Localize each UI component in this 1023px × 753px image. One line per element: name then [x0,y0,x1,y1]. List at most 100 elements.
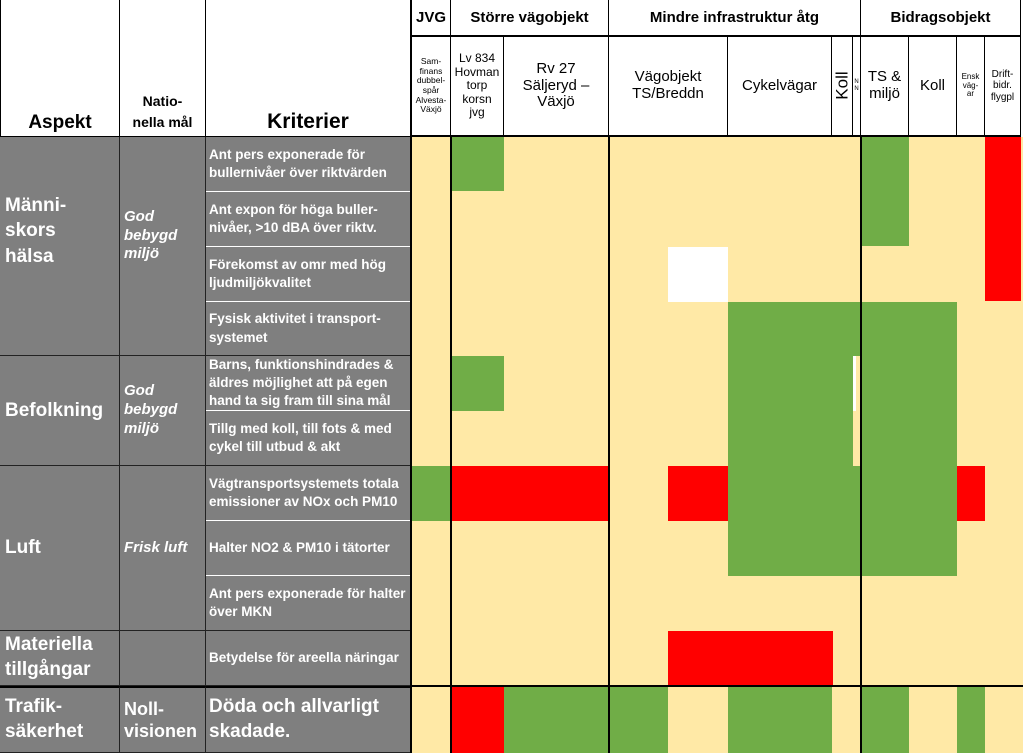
aspect-manniskors-halsa-label: Männi- skors hälsa [5,194,67,267]
header-kriterier: Kriterier [206,0,411,137]
cell-gap-white-small [853,356,856,411]
aspect-befolkning: Befolkning [0,356,120,466]
cell-lv834-buller [451,137,504,191]
kriterium-ljudmiljo-label: Förekomst av omr med hög ljudmiljökvalit… [209,256,387,290]
col-rv27-label: Rv 27 Säljeryd – Växjö [522,59,590,111]
col-ensk-label: Ensk väg- ar [961,71,980,99]
aspect-trafiksakerhet-label: Trafik- säkerhet [5,696,84,742]
header-nationella-mal: Natio- nella mål [120,0,206,137]
cell-storre-emissioner [451,466,609,521]
cell-vagobjekt-ljudmiljo [668,247,728,302]
mal-frisk-luft-label: Frisk luft [124,538,188,556]
group-storre-label: Större vägobjekt [470,9,589,26]
col-ts-miljo: TS & miljö [861,37,909,137]
col-ts-miljo-label: TS & miljö [867,68,902,102]
col-samfinans-label: Sam- finans dubbel- spår Alvesta- Växjö [415,56,447,115]
separator-after-storre [608,137,610,753]
mal-god-bebygd-2-label: God bebygd miljö [124,382,178,437]
cell-trafik-rv27 [504,686,609,753]
aspect-materiella: Materiella tillgångar [0,631,120,686]
aspect-manniskors-halsa: Männi- skors hälsa [0,137,120,356]
mal-god-bebygd-1: God bebygd miljö [120,137,206,356]
kriterium-emissioner: Vägtransportsystemets totala emissioner … [206,466,411,521]
kriterium-mkn: Ant pers exponerade för halter över MKN [206,576,411,631]
cell-samfinans-emissioner [411,466,451,521]
header-aspekt-label: Aspekt [28,112,92,133]
kriterium-fysisk-aktivitet: Fysisk aktivitet i transport-systemet [206,302,411,356]
kriterium-doda-skadade-label: Döda och allvarligt skadade. [209,696,379,742]
kriterium-mkn-label: Ant pers exponerade för halter över MKN [209,585,406,619]
group-storre-vagobjekt: Större vägobjekt [451,0,609,37]
kriterium-buller-label: Ant pers exponerade för bullernivåer öve… [209,146,387,180]
group-bidragsobjekt: Bidragsobjekt [861,0,1021,37]
col-koll-label: Koll [919,76,945,94]
separator-left-grid [410,137,412,753]
kriterium-fysisk-aktivitet-label: Fysisk aktivitet i transport-systemet [209,311,381,345]
col-koll-rotated-label: Koll [832,71,852,101]
kriterium-tillganglighet-label: Tillg med koll, till fots & med cykel ti… [209,420,392,454]
header-aspekt: Aspekt [0,0,120,137]
cell-ts-buller [861,137,909,246]
cell-drift-buller [985,137,1021,301]
cell-ensk-emissioner [957,466,985,521]
col-koll: Koll [909,37,957,137]
group-mindre-infrastruktur: Mindre infrastruktur åtg [609,0,861,37]
col-n: N N [853,37,861,137]
kriterium-hoga-buller-label: Ant expon för höga buller-nivåer, >10 dB… [209,201,378,235]
col-lv834-label: Lv 834 Hovman torp korsn jvg [454,51,500,120]
cell-trafik-ts [861,686,909,753]
kriterium-areella-naringar-label: Betydelse för areella näringar [209,649,399,665]
col-cykelvagar-label: Cykelvägar [741,76,818,94]
col-koll-rotated: Koll [832,37,853,137]
cell-trafik-ensk [957,686,985,753]
aspect-luft-label: Luft [5,537,41,559]
kriterium-doda-skadade: Döda och allvarligt skadade. [206,686,411,753]
cell-trafik-cykel [728,686,832,753]
col-n-label: N N [854,79,859,92]
aspect-luft: Luft [0,466,120,631]
mal-god-bebygd-2: God bebygd miljö [120,356,206,466]
group-bidrag-label: Bidragsobjekt [890,9,991,26]
col-samfinans: Sam- finans dubbel- spår Alvesta- Växjö [411,37,451,137]
aspect-trafiksakerhet: Trafik- säkerhet [0,686,120,753]
cell-trafik-vagobjekt [609,686,668,753]
kriterium-hoga-buller: Ant expon för höga buller-nivåer, >10 dB… [206,192,411,247]
col-cykelvagar: Cykelvägar [728,37,832,137]
group-jvg: JVG [411,0,451,37]
mal-materiella-empty [120,631,206,686]
cell-gap-koll-row5 [853,356,861,466]
cell-vagobjekt-emissioner [668,466,728,521]
kriterium-areella-naringar: Betydelse för areella näringar [206,631,411,686]
col-vagobjekt-label: Vägobjekt TS/Breddn [632,68,704,102]
separator-trafiksakerhet [411,685,1023,687]
col-lv834: Lv 834 Hovman torp korsn jvg [451,37,504,137]
aspect-befolkning-label: Befolkning [5,399,104,421]
kriterium-emissioner-label: Vägtransportsystemets totala emissioner … [209,475,399,509]
col-vagobjekt: Vägobjekt TS/Breddn [609,37,728,137]
group-jvg-label: JVG [415,9,446,26]
kriterium-halter-tatorter-label: Halter NO2 & PM10 i tätorter [209,539,390,555]
mal-nollvisionen-label: Noll- visionen [124,698,198,742]
col-drift-label: Drift- bidr. flygpl [990,69,1015,103]
kriterium-halter-tatorter: Halter NO2 & PM10 i tätorter [206,521,411,576]
aspect-materiella-label: Materiella tillgångar [5,634,93,680]
mal-nollvisionen: Noll- visionen [120,686,206,753]
col-drift: Drift- bidr. flygpl [985,37,1021,137]
cell-cykel-ts-block [728,302,957,576]
header-kriterier-label: Kriterier [267,110,349,133]
header-nationella-mal-label: Natio- nella mål [132,93,193,130]
cell-areella-red [668,631,833,686]
kriterium-barns-mojlighet: Barns, funktionshindrades & äldres möjli… [206,356,411,411]
kriterium-tillganglighet: Tillg med koll, till fots & med cykel ti… [206,411,411,466]
separator-after-jvg [450,137,452,753]
mal-frisk-luft: Frisk luft [120,466,206,631]
mal-god-bebygd-1-label: God bebygd miljö [124,207,178,263]
group-mindre-label: Mindre infrastruktur åtg [649,9,820,26]
kriterium-ljudmiljo: Förekomst av omr med hög ljudmiljökvalit… [206,247,411,302]
cell-trafik-lv834 [451,686,504,753]
col-rv27: Rv 27 Säljeryd – Växjö [504,37,609,137]
col-ensk: Ensk väg- ar [957,37,985,137]
kriterium-barns-mojlighet-label: Barns, funktionshindrades & äldres möjli… [209,356,394,409]
separator-after-mindre [860,137,862,753]
